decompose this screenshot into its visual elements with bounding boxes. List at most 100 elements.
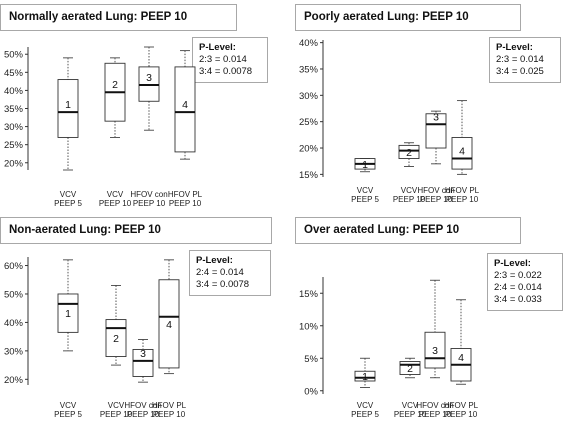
p-level-line: 2:4 = 0.014: [494, 282, 542, 293]
y-tick-label: 20%: [4, 158, 24, 169]
p-level-line: 3:4 = 0.0078: [196, 279, 250, 290]
box-number-label: 4: [458, 352, 464, 364]
p-level-line: 3:4 = 0.0078: [199, 66, 253, 77]
x-category-label: HFOV con: [124, 401, 161, 410]
box-number-label: 2: [407, 363, 413, 375]
x-category-sublabel: PEEP 5: [54, 410, 82, 419]
x-category-label: VCV: [60, 401, 77, 410]
x-category-sublabel: PEEP 10: [169, 199, 202, 208]
y-tick-label: 20%: [4, 375, 24, 386]
y-tick-label: 30%: [299, 91, 319, 102]
x-category-label: VCV: [402, 401, 419, 410]
p-level-line: 2:4 = 0.014: [196, 267, 244, 278]
x-category-sublabel: PEEP 5: [351, 410, 379, 419]
box-iqr: [158, 279, 180, 369]
box-iqr: [174, 66, 196, 153]
p-level-box: P-Level: 2:3 = 0.014 3:4 = 0.0078: [192, 37, 268, 83]
y-tick-label: 40%: [4, 318, 24, 329]
x-category-sublabel: PEEP 10: [99, 199, 132, 208]
y-tick-label: 45%: [4, 68, 24, 79]
box-iqr: [354, 370, 376, 382]
x-category-label: HFOV con: [417, 186, 454, 195]
y-tick-label: 15%: [299, 289, 319, 300]
x-category-label: VCV: [60, 190, 77, 199]
y-tick-label: 35%: [4, 104, 24, 115]
y-tick-label: 30%: [4, 122, 24, 133]
box-number-label: 2: [113, 333, 119, 345]
box-number-label: 4: [166, 319, 172, 331]
x-category-label: HFOV PL: [444, 401, 479, 410]
box-number-label: 1: [65, 308, 71, 320]
box-number-label: 4: [459, 146, 465, 158]
box-number-label: 3: [433, 111, 439, 123]
p-level-header: P-Level:: [199, 42, 236, 53]
x-category-label: VCV: [107, 190, 124, 199]
x-category-label: HFOV PL: [168, 190, 203, 199]
y-tick-label: 30%: [4, 346, 24, 357]
x-category-label: VCV: [401, 186, 418, 195]
box-number-label: 1: [362, 371, 368, 383]
x-category-sublabel: PEEP 10: [419, 410, 452, 419]
y-tick-label: 5%: [304, 354, 318, 365]
y-tick-label: 35%: [299, 64, 319, 75]
x-category-sublabel: PEEP 10: [446, 195, 479, 204]
x-category-label: HFOV PL: [445, 186, 480, 195]
box-iqr: [425, 113, 447, 149]
x-category-label: HFOV PL: [152, 401, 187, 410]
p-level-header: P-Level:: [496, 42, 533, 53]
box-number-label: 4: [182, 99, 188, 111]
box-number-label: 3: [432, 345, 438, 357]
x-category-sublabel: PEEP 10: [394, 410, 427, 419]
box-iqr: [132, 348, 154, 377]
x-category-sublabel: PEEP 10: [127, 410, 160, 419]
y-tick-label: 40%: [4, 86, 24, 97]
box-number-label: 2: [406, 147, 412, 159]
p-level-box: P-Level: 2:4 = 0.014 3:4 = 0.0078: [189, 250, 271, 296]
p-level-line: 2:3 = 0.022: [494, 270, 542, 281]
p-level-box: P-Level: 2:3 = 0.014 3:4 = 0.025: [489, 37, 561, 83]
y-tick-label: 60%: [4, 261, 24, 272]
y-tick-label: 50%: [4, 50, 24, 61]
p-level-header: P-Level:: [196, 255, 233, 266]
chart-title: Over aerated Lung: PEEP 10: [295, 217, 521, 244]
y-tick-label: 10%: [299, 321, 319, 332]
y-tick-label: 20%: [299, 144, 319, 155]
p-level-line: 2:3 = 0.014: [199, 54, 247, 65]
x-category-sublabel: PEEP 10: [133, 199, 166, 208]
box-number-label: 1: [362, 159, 368, 171]
x-category-sublabel: PEEP 10: [445, 410, 478, 419]
x-category-sublabel: PEEP 10: [153, 410, 186, 419]
y-tick-label: 25%: [4, 140, 24, 151]
x-category-sublabel: PEEP 10: [420, 195, 453, 204]
p-level-line: 3:4 = 0.025: [496, 66, 544, 77]
box-number-label: 3: [146, 72, 152, 84]
p-level-line: 2:3 = 0.014: [496, 54, 544, 65]
x-category-sublabel: PEEP 10: [393, 195, 426, 204]
x-category-label: HFOV con: [416, 401, 453, 410]
chart-title: Non-aerated Lung: PEEP 10: [0, 217, 272, 244]
chart-title: Normally aerated Lung: PEEP 10: [0, 4, 237, 31]
box-number-label: 2: [112, 79, 118, 91]
box-iqr: [451, 137, 473, 170]
box-iqr: [57, 79, 79, 138]
chart-title: Poorly aerated Lung: PEEP 10: [295, 4, 521, 31]
y-tick-label: 25%: [299, 117, 319, 128]
p-level-box: P-Level: 2:3 = 0.022 2:4 = 0.014 3:4 = 0…: [487, 253, 563, 311]
x-category-label: VCV: [357, 401, 374, 410]
box-number-label: 1: [65, 99, 71, 111]
x-category-sublabel: PEEP 5: [351, 195, 379, 204]
p-level-line: 3:4 = 0.033: [494, 294, 542, 305]
box-iqr: [398, 144, 420, 160]
x-category-label: VCV: [357, 186, 374, 195]
y-tick-label: 15%: [299, 170, 319, 181]
x-category-sublabel: PEEP 5: [54, 199, 82, 208]
x-category-label: VCV: [108, 401, 125, 410]
box-number-label: 3: [140, 348, 146, 360]
x-category-sublabel: PEEP 10: [100, 410, 133, 419]
y-tick-label: 40%: [299, 38, 319, 49]
y-tick-label: 50%: [4, 289, 24, 300]
